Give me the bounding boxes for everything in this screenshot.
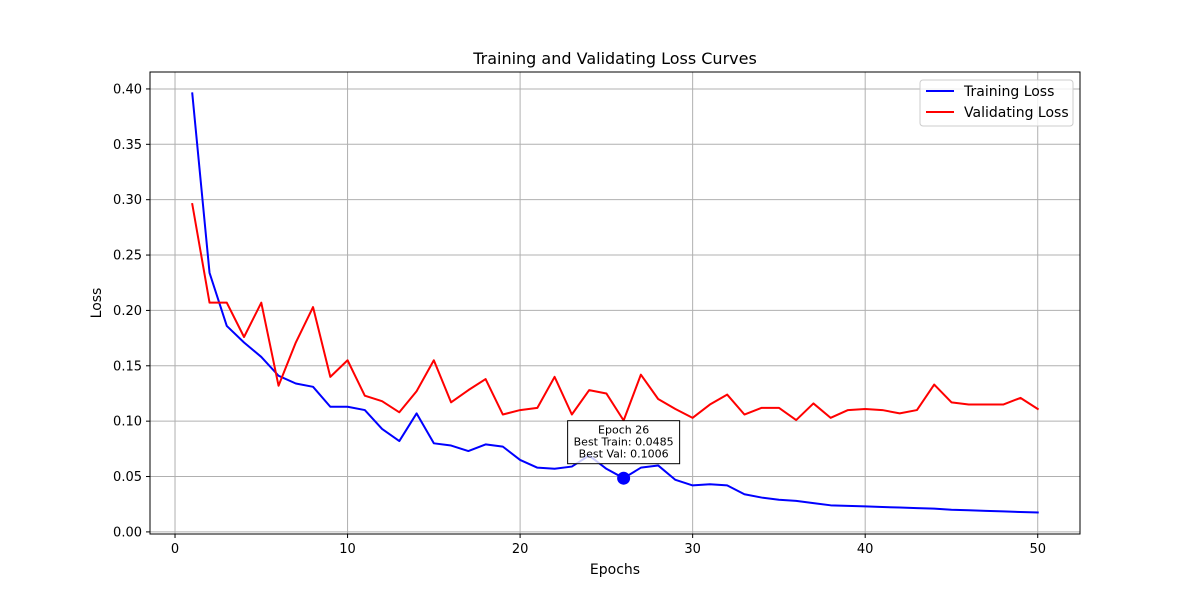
best-epoch-marker <box>617 471 631 485</box>
x-tick-label: 40 <box>857 542 874 557</box>
legend-label: Training Loss <box>963 84 1054 100</box>
y-tick-label: 0.30 <box>113 193 142 208</box>
legend-frame <box>919 79 1074 127</box>
x-tick-label: 30 <box>684 542 701 557</box>
x-tick-label: 0 <box>171 542 179 557</box>
axis-ticks: 0 10 20 30 40 50 0.00 0.05 0.10 0.15 0.20 0.25 0.30 0… <box>113 82 1046 557</box>
y-tick-label: 0.20 <box>113 304 142 319</box>
plot-frame <box>149 71 1081 535</box>
training-loss-line <box>191 92 1039 514</box>
y-tick-label: 0.05 <box>113 470 142 485</box>
grid <box>150 72 1080 534</box>
y-tick-label: 0.10 <box>113 415 142 430</box>
annotation-line: Best Train: 0.0485 <box>574 436 674 449</box>
legend-label: Validating Loss <box>964 105 1069 121</box>
legend: Training Loss Validating Loss <box>919 79 1074 127</box>
x-axis-label: Epochs <box>590 562 640 578</box>
y-axis-label: Loss <box>89 288 105 319</box>
annotation-line: Epoch 26 <box>598 424 649 437</box>
annotation-box <box>567 420 681 465</box>
y-tick-label: 0.35 <box>113 138 142 153</box>
annotation-line: Best Val: 0.1006 <box>579 448 669 461</box>
validating-loss-line <box>191 202 1040 422</box>
series-lines <box>191 92 1040 514</box>
y-tick-label: 0.40 <box>113 82 142 97</box>
y-tick-label: 0.25 <box>113 249 142 264</box>
x-tick-label: 10 <box>339 542 356 557</box>
y-tick-label: 0.00 <box>113 525 142 540</box>
best-point-marker <box>617 471 631 485</box>
chart-title: Training and Validating Loss Curves <box>472 49 757 68</box>
x-tick-label: 20 <box>512 542 529 557</box>
x-tick-label: 50 <box>1029 542 1046 557</box>
y-tick-label: 0.15 <box>113 359 142 374</box>
